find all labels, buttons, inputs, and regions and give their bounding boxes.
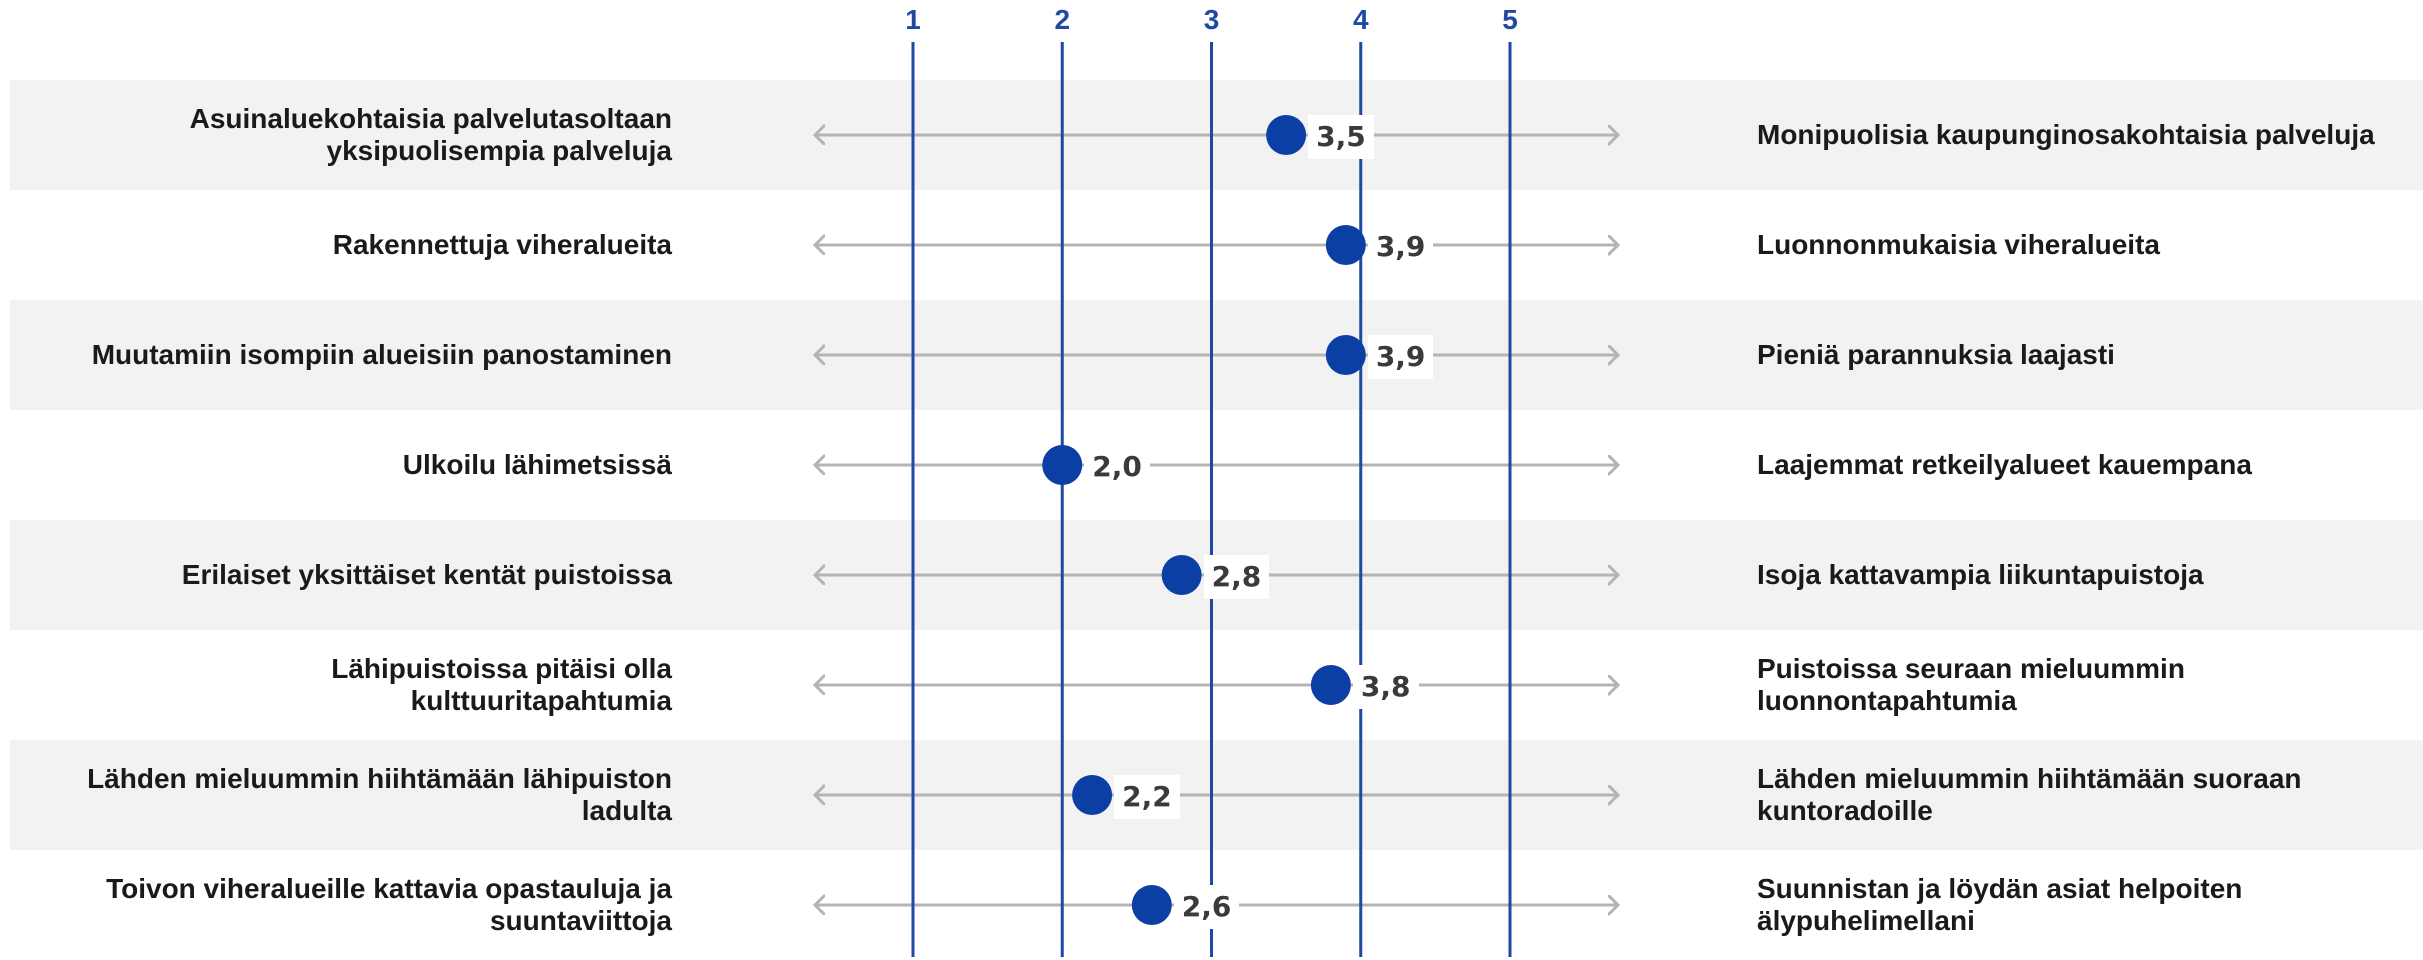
data-point-marker — [1310, 665, 1351, 705]
row-left-label: Muutamiin isompiin alueisiin panostamine… — [72, 300, 672, 410]
row-right-label: Isoja kattavampia liikuntapuistoja — [1757, 520, 2397, 630]
row-left-label-text: Toivon viheralueille kattavia opastauluj… — [106, 873, 672, 936]
row-right-label: Puistoissa seuraan mieluummin luonnontap… — [1757, 630, 2397, 740]
row-right-label-text: Pieniä parannuksia laajasti — [1757, 339, 2115, 370]
row-right-label: Pieniä parannuksia laajasti — [1757, 300, 2397, 410]
data-point-marker — [1161, 555, 1202, 595]
x-tick-label: 2 — [1054, 4, 1071, 35]
row-left-label: Erilaiset yksittäiset kentät puistoissa — [72, 520, 672, 630]
row-right-label-text: Suunnistan ja löydän asiat helpoiten äly… — [1757, 873, 2243, 936]
row-right-label: Suunnistan ja löydän asiat helpoiten äly… — [1757, 850, 2397, 960]
row-left-label-text: Lähipuistoissa pitäisi olla kulttuuritap… — [331, 653, 672, 716]
row-left-label-text: Rakennettuja viheralueita — [332, 229, 672, 260]
row-left-label: Rakennettuja viheralueita — [72, 190, 672, 300]
row-left-label-text: Muutamiin isompiin alueisiin panostamine… — [91, 339, 672, 370]
row-left-label: Asuinaluekohtaisia palvelutasoltaan yksi… — [72, 80, 672, 190]
row-left-label-text: Ulkoilu lähimetsissä — [402, 449, 672, 480]
row-left-label-text: Erilaiset yksittäiset kentät puistoissa — [181, 559, 672, 590]
x-tick-label: 3 — [1203, 4, 1220, 35]
row-right-label-text: Puistoissa seuraan mieluummin luonnontap… — [1757, 653, 2185, 716]
data-point-marker — [1325, 335, 1366, 375]
data-point-marker — [1266, 115, 1307, 155]
row-left-label: Lähipuistoissa pitäisi olla kulttuuritap… — [72, 630, 672, 740]
x-tick-label: 4 — [1352, 4, 1369, 35]
row-right-label-text: Laajemmat retkeilyalueet kauempana — [1757, 449, 2252, 480]
row-left-label: Ulkoilu lähimetsissä — [72, 410, 672, 520]
row-right-label-text: Isoja kattavampia liikuntapuistoja — [1757, 559, 2204, 590]
data-point-marker — [1072, 775, 1113, 815]
data-point-marker — [1042, 445, 1083, 485]
row-left-label-text: Lähden mieluummin hiihtämään lähipuiston… — [87, 763, 672, 826]
row-left-label-text: Asuinaluekohtaisia palvelutasoltaan yksi… — [189, 103, 672, 166]
row-right-label-text: Monipuolisia kaupunginosakohtaisia palve… — [1757, 119, 2375, 150]
row-right-label-text: Lähden mieluummin hiihtämään suoraan kun… — [1757, 763, 2302, 826]
row-right-label-text: Luonnonmukaisia viheralueita — [1757, 229, 2160, 260]
row-right-label: Laajemmat retkeilyalueet kauempana — [1757, 410, 2397, 520]
data-point-marker — [1131, 885, 1172, 925]
row-right-label: Luonnonmukaisia viheralueita — [1757, 190, 2397, 300]
x-tick-label: 1 — [905, 4, 921, 35]
row-left-label: Toivon viheralueille kattavia opastauluj… — [72, 850, 672, 960]
row-right-label: Monipuolisia kaupunginosakohtaisia palve… — [1757, 80, 2397, 190]
data-point-marker — [1325, 225, 1366, 265]
x-tick-label: 5 — [1502, 4, 1518, 35]
row-left-label: Lähden mieluummin hiihtämään lähipuiston… — [72, 740, 672, 850]
row-right-label: Lähden mieluummin hiihtämään suoraan kun… — [1757, 740, 2397, 850]
